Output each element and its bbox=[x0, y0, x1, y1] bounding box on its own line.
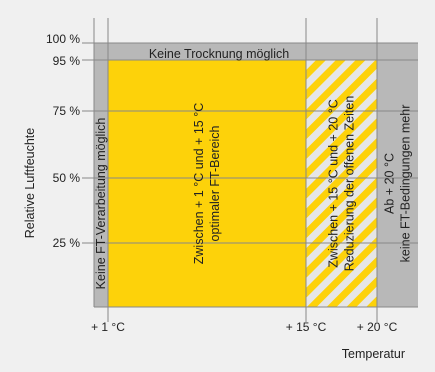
region-label: optimaler FT-Bereich bbox=[208, 125, 222, 241]
y-tick-label: 50 % bbox=[53, 171, 81, 185]
region-label: Keine FT-Verarbeitung möglich bbox=[94, 118, 108, 290]
region-label: Reduzierung der offenen Zeiten bbox=[343, 96, 357, 272]
region-label: Ab + 20 °C bbox=[383, 153, 397, 214]
region-label: Zwischen + 15 °C und + 20 °C bbox=[327, 99, 341, 267]
y-tick-label: 75 % bbox=[53, 104, 81, 118]
x-axis-title: Temperatur bbox=[342, 347, 405, 361]
region-reduced bbox=[306, 60, 377, 307]
region-top-band bbox=[94, 43, 418, 60]
region-optimal bbox=[108, 60, 306, 307]
region-right-band bbox=[377, 60, 418, 307]
x-tick-label: + 15 °C bbox=[286, 320, 327, 334]
region-label: Zwischen + 1 °C und + 15 °C bbox=[192, 103, 206, 264]
region-label: Keine Trocknung möglich bbox=[149, 47, 289, 61]
y-tick-label: 100 % bbox=[46, 32, 80, 46]
region-label: keine FT-Bedingungen mehr bbox=[399, 105, 413, 263]
x-tick-label: + 20 °C bbox=[357, 320, 398, 334]
y-tick-label: 25 % bbox=[53, 236, 81, 250]
region-left-band bbox=[94, 60, 108, 307]
y-tick-label: 95 % bbox=[53, 54, 81, 68]
x-tick-label: + 1 °C bbox=[91, 320, 125, 334]
y-axis-title: Relative Luftfeuchte bbox=[23, 128, 37, 239]
